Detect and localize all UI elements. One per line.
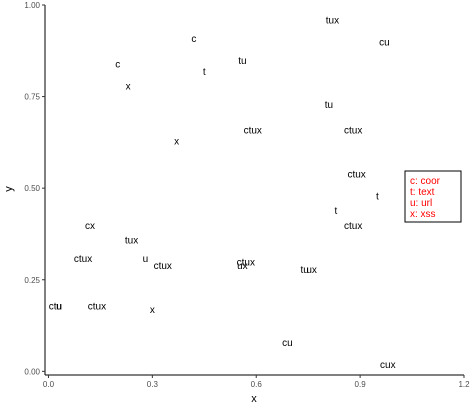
point-label: tu	[301, 265, 309, 276]
point-label: tu	[238, 56, 246, 67]
x-axis-title: x	[251, 393, 257, 405]
point-label: cu	[379, 38, 390, 49]
point-label: c	[191, 34, 196, 45]
point-label: ctux	[88, 301, 106, 312]
plot-area: 0.0 0.3 0.6 0.9 1.2 0.000.250.500.751.00 ctu…	[24, 1, 470, 389]
legend-entry-xss: x: xss	[410, 209, 436, 220]
x-tick-label: 1.2	[458, 380, 470, 389]
y-tick-label: 1.00	[24, 1, 40, 10]
x-tick-label: 0.9	[355, 380, 367, 389]
point-label: x	[174, 137, 179, 148]
x-tick-label: 0.0	[43, 380, 55, 389]
y-tick-label: 0.50	[24, 184, 40, 193]
point-label: c	[115, 60, 120, 71]
x-tick-label: 0.3	[147, 380, 159, 389]
point-label: tu	[325, 100, 333, 111]
point-label: ctu	[49, 301, 62, 312]
x-tick-label: 0.6	[251, 380, 263, 389]
point-label: x	[126, 82, 131, 93]
point-label: ctux	[347, 170, 365, 181]
point-label: cx	[85, 221, 95, 232]
point-label: tux	[125, 235, 138, 246]
point-label: ctux	[344, 126, 362, 137]
point-label: cux	[380, 360, 396, 371]
point-label: x	[150, 305, 155, 316]
legend: c: coor t: text u: url x: xss	[404, 170, 462, 223]
point-label: cu	[282, 338, 293, 349]
point-label: t	[203, 67, 206, 78]
point-label: ctux	[74, 254, 92, 265]
point-label: t	[376, 191, 379, 202]
legend-entry-text: t: text	[410, 187, 435, 198]
legend-box	[404, 170, 462, 223]
point-label: ctux	[154, 261, 172, 272]
y-tick-label: 0.75	[24, 93, 40, 102]
point-label: ctux	[244, 126, 262, 137]
y-tick-label: 0.00	[24, 367, 40, 376]
point-label: ux	[237, 261, 248, 272]
y-tick-label: 0.25	[24, 276, 40, 285]
legend-entry-url: u: url	[410, 198, 432, 209]
point-label: ctux	[344, 221, 362, 232]
point-label: t	[334, 206, 337, 217]
legend-entry-coor: c: coor	[410, 176, 441, 187]
point-label: u	[143, 254, 149, 265]
y-axis-title: y	[3, 186, 15, 192]
point-label: ux	[306, 265, 317, 276]
point-label: u	[56, 301, 62, 312]
x-axis-ticks: 0.0 0.3 0.6 0.9 1.2	[43, 375, 470, 389]
y-axis-ticks: 0.00 0.25 0.50 0.75 1.00	[24, 1, 45, 376]
point-label: tux	[326, 16, 339, 27]
point-label: ctux	[237, 257, 255, 268]
